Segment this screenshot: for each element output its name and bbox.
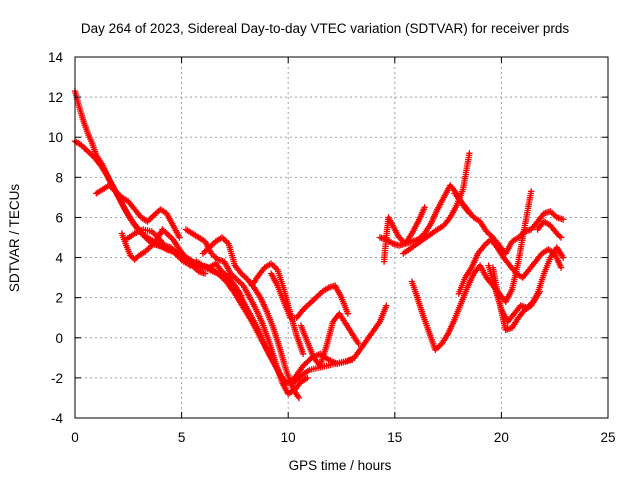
data-series-14 xyxy=(408,188,535,353)
y-tick-label: 0 xyxy=(55,331,63,346)
data-series-12 xyxy=(400,150,473,257)
data-series-1 xyxy=(71,87,356,388)
y-axis-label: SDTVAR / TECUs xyxy=(7,184,22,293)
data-point-markers xyxy=(71,138,390,388)
data-point-markers xyxy=(93,182,183,241)
data-point-markers xyxy=(451,190,567,257)
x-tick-label: 10 xyxy=(281,430,296,445)
y-tick-label: 12 xyxy=(48,90,63,105)
data-series-9 xyxy=(267,270,352,321)
data-point-markers xyxy=(408,188,535,353)
data-point-markers xyxy=(71,87,356,388)
data-point-markers xyxy=(376,204,428,249)
data-point-markers xyxy=(267,270,352,321)
x-tick-label: 5 xyxy=(178,430,186,445)
data-point-markers xyxy=(534,218,565,241)
data-point-markers xyxy=(485,262,543,325)
x-tick-label: 25 xyxy=(600,430,615,445)
y-tick-label: -4 xyxy=(51,411,63,426)
data-point-markers xyxy=(297,310,362,370)
plot-frame xyxy=(74,56,609,419)
data-series-10 xyxy=(297,310,362,370)
x-tick-label: 15 xyxy=(387,430,402,445)
y-tick-label: 8 xyxy=(55,170,63,185)
y-tick-label: 10 xyxy=(48,130,63,145)
y-tick-label: -2 xyxy=(51,371,63,386)
y-tick-label: 4 xyxy=(55,251,63,266)
data-series-19 xyxy=(534,218,565,241)
data-series-18 xyxy=(485,262,543,325)
data-point-markers xyxy=(199,234,303,402)
data-series-2 xyxy=(71,138,390,388)
data-series xyxy=(71,87,567,402)
y-tick-label: 14 xyxy=(48,50,64,65)
x-axis-label: GPS time / hours xyxy=(289,458,392,473)
data-series-13 xyxy=(376,204,428,249)
chart-title: Day 264 of 2023, Sidereal Day-to-day VTE… xyxy=(81,21,569,36)
x-tick-label: 20 xyxy=(494,430,509,445)
data-series-7 xyxy=(199,234,303,402)
axis-ticks: 0 5 10 15 20 25 -4 -2 0 2 4 6 8 10 12 14 xyxy=(48,50,616,445)
y-tick-label: 2 xyxy=(55,291,63,306)
data-series-15 xyxy=(451,190,567,257)
data-point-markers xyxy=(123,226,245,299)
x-tick-label: 0 xyxy=(71,430,79,445)
data-series-6 xyxy=(182,226,311,398)
data-point-markers xyxy=(182,226,311,398)
y-tick-label: 6 xyxy=(55,210,63,225)
data-series-5 xyxy=(123,226,245,299)
data-point-markers xyxy=(400,150,473,257)
data-series-3 xyxy=(93,182,183,241)
